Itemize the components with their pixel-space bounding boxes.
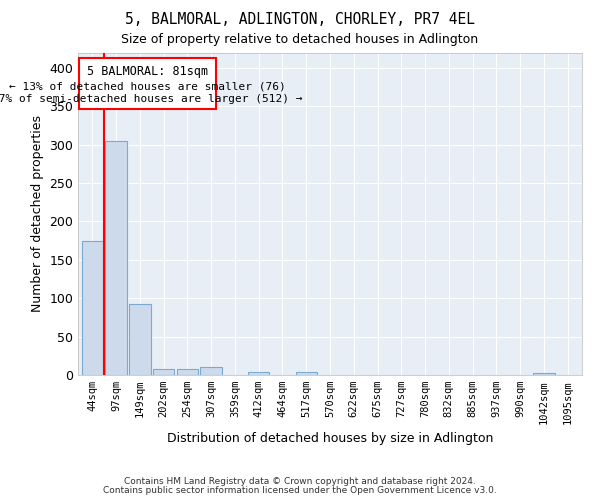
Bar bbox=[82, 240, 103, 375]
Text: 87% of semi-detached houses are larger (512) →: 87% of semi-detached houses are larger (… bbox=[0, 94, 303, 104]
FancyBboxPatch shape bbox=[79, 58, 216, 108]
Bar bbox=[106, 141, 127, 375]
Text: Size of property relative to detached houses in Adlington: Size of property relative to detached ho… bbox=[121, 32, 479, 46]
Text: Contains public sector information licensed under the Open Government Licence v3: Contains public sector information licen… bbox=[103, 486, 497, 495]
Text: 5 BALMORAL: 81sqm: 5 BALMORAL: 81sqm bbox=[87, 65, 208, 78]
X-axis label: Distribution of detached houses by size in Adlington: Distribution of detached houses by size … bbox=[167, 432, 493, 445]
Bar bbox=[200, 368, 222, 375]
Text: Contains HM Land Registry data © Crown copyright and database right 2024.: Contains HM Land Registry data © Crown c… bbox=[124, 477, 476, 486]
Bar bbox=[129, 304, 151, 375]
Bar bbox=[296, 372, 317, 375]
Bar bbox=[176, 369, 198, 375]
Bar bbox=[533, 372, 554, 375]
Y-axis label: Number of detached properties: Number of detached properties bbox=[31, 116, 44, 312]
Bar bbox=[153, 369, 174, 375]
Text: 5, BALMORAL, ADLINGTON, CHORLEY, PR7 4EL: 5, BALMORAL, ADLINGTON, CHORLEY, PR7 4EL bbox=[125, 12, 475, 28]
Text: ← 13% of detached houses are smaller (76): ← 13% of detached houses are smaller (76… bbox=[9, 82, 286, 92]
Bar bbox=[248, 372, 269, 375]
